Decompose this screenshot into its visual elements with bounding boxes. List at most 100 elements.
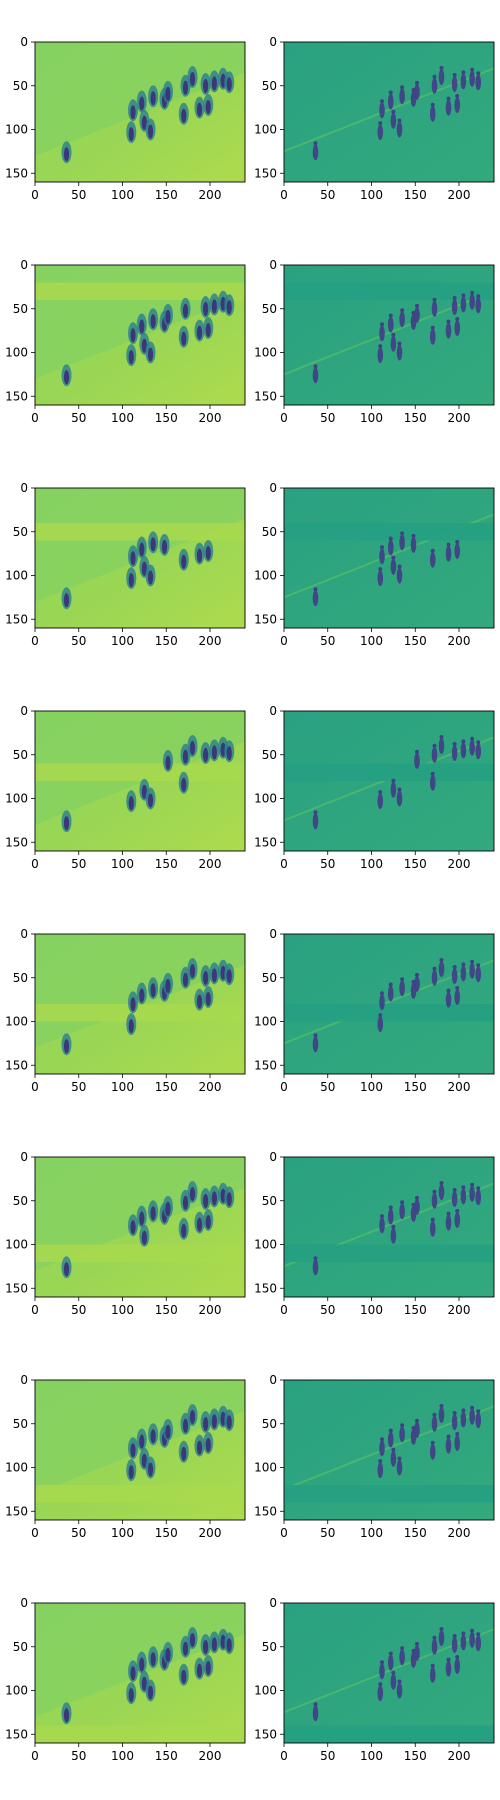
figure-head bbox=[432, 1412, 437, 1417]
figure-head bbox=[415, 1418, 419, 1423]
figure-silhouette bbox=[429, 1666, 436, 1683]
y-tick-label: 100 bbox=[254, 569, 277, 583]
figure-core bbox=[128, 1688, 134, 1703]
x-tick-label: 100 bbox=[360, 188, 383, 202]
figure-silhouette bbox=[312, 813, 319, 830]
figure-core bbox=[165, 755, 171, 770]
figure-head bbox=[400, 1646, 405, 1651]
figure-silhouette bbox=[399, 980, 405, 997]
figure-silhouette bbox=[460, 296, 467, 313]
y-tick-label: 100 bbox=[5, 792, 28, 806]
figure-head bbox=[388, 536, 393, 541]
x-tick-label: 50 bbox=[71, 634, 86, 648]
figure-head bbox=[430, 325, 435, 330]
figure-core bbox=[165, 86, 171, 101]
figure-head bbox=[378, 121, 383, 126]
figure-head bbox=[470, 67, 475, 72]
heatmap-image bbox=[35, 265, 245, 405]
figure-core bbox=[139, 988, 145, 1003]
figure-head bbox=[415, 1641, 419, 1646]
figure-silhouette bbox=[454, 543, 461, 559]
heatmap-image bbox=[284, 1380, 494, 1520]
figure-core bbox=[189, 964, 196, 978]
figure-head bbox=[391, 332, 396, 337]
panel-r5-c2: 0 50 100 150 200 0 50 100 150 bbox=[254, 927, 495, 1094]
figure-silhouette bbox=[429, 1220, 436, 1237]
figure-core bbox=[165, 978, 171, 993]
figure-head bbox=[378, 1013, 383, 1018]
y-tick-label: 150 bbox=[5, 1504, 28, 1518]
figure-silhouette bbox=[387, 985, 394, 1002]
panel-r3-c2: 0 50 100 150 200 0 50 100 150 bbox=[254, 481, 495, 648]
x-tick-label: 0 bbox=[31, 188, 39, 202]
figure-silhouette bbox=[475, 74, 482, 91]
masked-band bbox=[284, 1244, 494, 1262]
figure-core bbox=[150, 537, 156, 552]
figure-silhouette bbox=[414, 1421, 420, 1438]
figure-silhouette bbox=[438, 1184, 445, 1200]
y-tick-label: 50 bbox=[262, 79, 277, 93]
masked-band bbox=[35, 763, 245, 781]
figure-silhouette bbox=[445, 545, 452, 562]
figure-head bbox=[461, 293, 466, 298]
x-tick-label: 0 bbox=[280, 1080, 288, 1094]
y-tick-label: 50 bbox=[13, 1640, 28, 1654]
figure-core bbox=[211, 299, 217, 314]
figure-head bbox=[313, 1702, 318, 1707]
masked-band bbox=[284, 523, 494, 541]
figure-core bbox=[147, 570, 154, 585]
y-tick-label: 50 bbox=[13, 525, 28, 539]
heatmap-image bbox=[35, 711, 245, 851]
figure-head bbox=[400, 977, 405, 982]
figure-head bbox=[430, 548, 435, 553]
y-tick-label: 100 bbox=[5, 1015, 28, 1029]
figure-silhouette bbox=[396, 1459, 403, 1476]
figure-core bbox=[189, 72, 196, 86]
figure-silhouette bbox=[469, 962, 475, 979]
figure-head bbox=[380, 1437, 384, 1442]
figure-head bbox=[380, 991, 384, 996]
figure-core bbox=[141, 338, 147, 353]
figure-silhouette bbox=[454, 1658, 461, 1674]
figure-silhouette bbox=[390, 1673, 397, 1690]
masked-band bbox=[284, 763, 494, 781]
masked-band bbox=[35, 1725, 245, 1743]
figure-core bbox=[130, 1666, 136, 1681]
figure-silhouette bbox=[377, 793, 384, 810]
x-tick-label: 0 bbox=[31, 1749, 39, 1763]
figure-head bbox=[461, 1185, 466, 1190]
masked-band bbox=[35, 1485, 245, 1503]
y-tick-label: 150 bbox=[5, 166, 28, 180]
x-tick-label: 200 bbox=[199, 1080, 222, 1094]
figure-core bbox=[205, 1215, 211, 1229]
figure-silhouette bbox=[377, 1016, 384, 1033]
y-tick-label: 0 bbox=[20, 35, 28, 49]
figure-silhouette bbox=[399, 534, 405, 551]
figure-core bbox=[182, 1641, 189, 1656]
x-tick-label: 50 bbox=[320, 1303, 335, 1317]
figure-silhouette bbox=[445, 1660, 452, 1677]
figure-head bbox=[400, 85, 405, 90]
figure-silhouette bbox=[312, 1259, 319, 1276]
figure-silhouette bbox=[377, 1462, 384, 1479]
figure-core bbox=[139, 1657, 145, 1672]
figure-core bbox=[165, 309, 171, 324]
masked-band bbox=[284, 1485, 494, 1503]
x-tick-label: 0 bbox=[31, 1080, 39, 1094]
x-tick-label: 150 bbox=[155, 1749, 178, 1763]
x-tick-label: 100 bbox=[360, 634, 383, 648]
figure-silhouette bbox=[312, 144, 319, 161]
figure-core bbox=[203, 79, 209, 93]
figure-silhouette bbox=[469, 293, 475, 310]
figure-head bbox=[430, 771, 435, 776]
figure-head bbox=[432, 1189, 437, 1194]
figure-silhouette bbox=[451, 299, 458, 315]
y-tick-label: 0 bbox=[20, 1150, 28, 1164]
x-tick-label: 50 bbox=[320, 1749, 335, 1763]
axes-frame bbox=[34, 1602, 246, 1744]
x-tick-label: 0 bbox=[280, 411, 288, 425]
figure-silhouette bbox=[399, 1203, 405, 1220]
figure-core bbox=[150, 1206, 156, 1221]
x-tick-label: 50 bbox=[71, 1526, 86, 1540]
axes-frame bbox=[283, 41, 495, 183]
